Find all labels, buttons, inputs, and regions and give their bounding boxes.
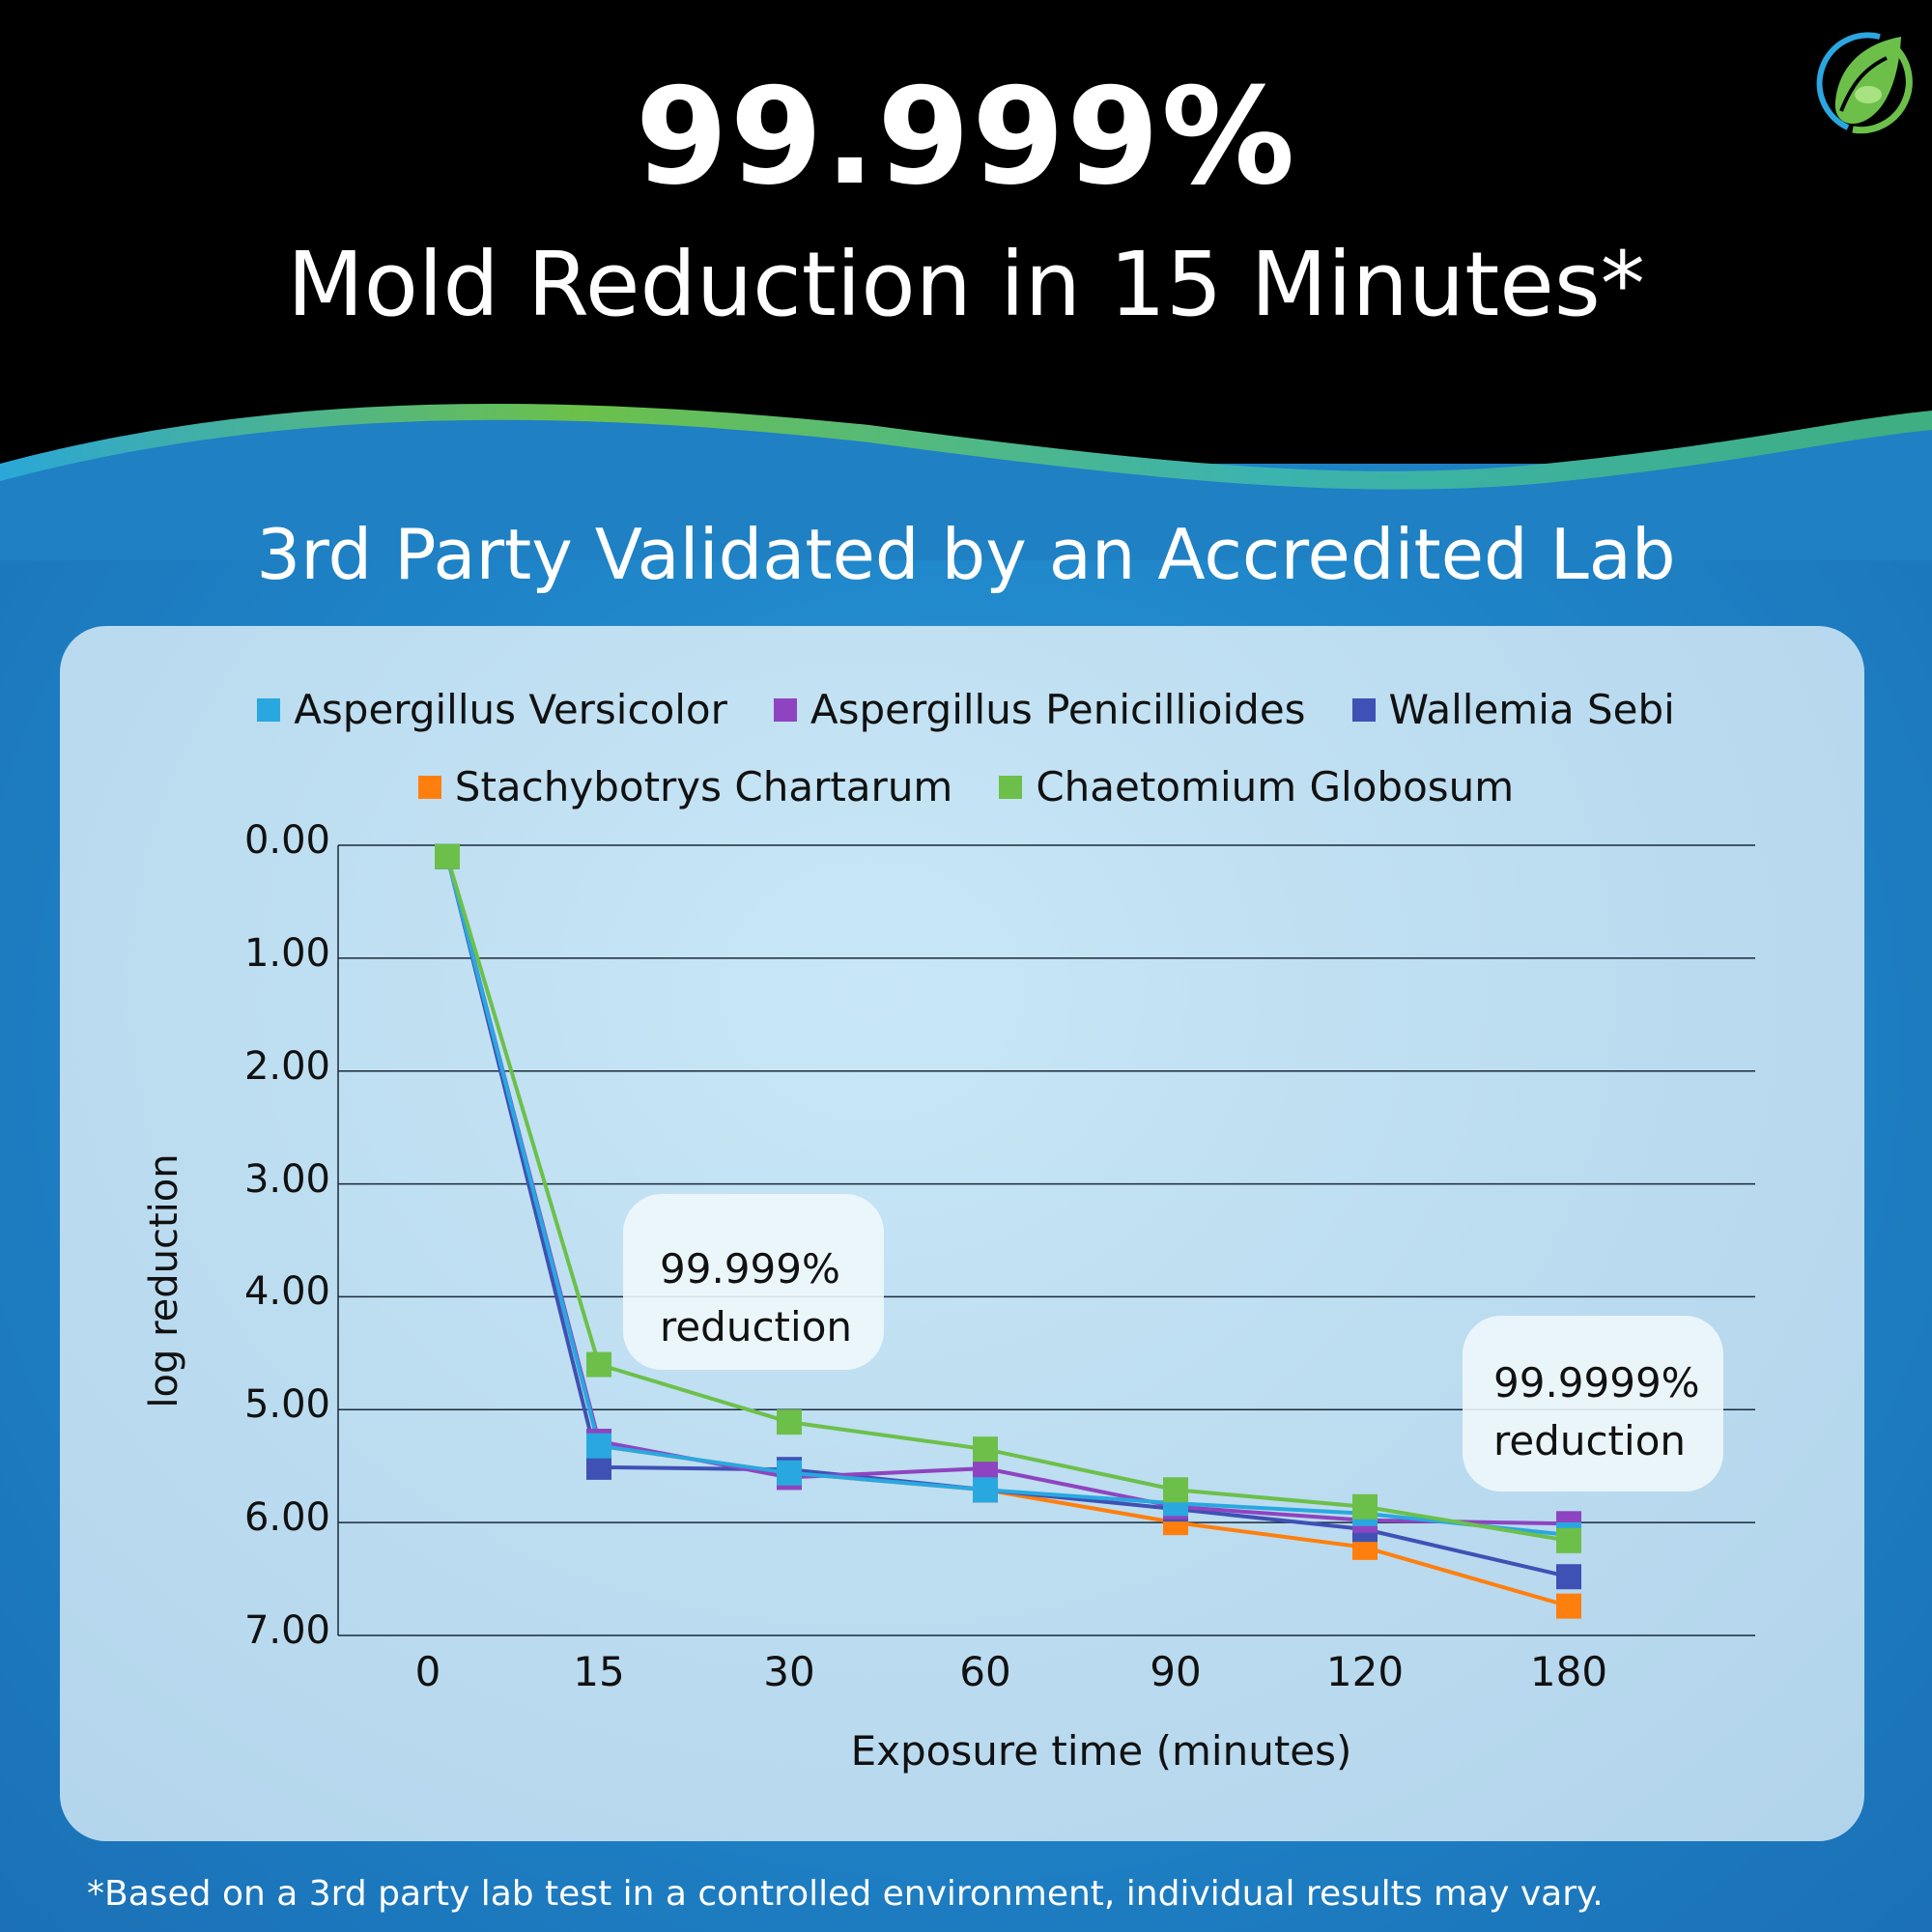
y-tick-label: 1.00 (243, 930, 330, 976)
legend-label: Aspergillus Penicillioides (810, 686, 1306, 733)
headline-percentage: 99.999% (635, 59, 1297, 214)
footnote: *Based on a 3rd party lab test in a cont… (87, 1874, 1604, 1914)
y-tick-label: 6.00 (243, 1495, 330, 1541)
callout-value: 99.9999% (1493, 1359, 1700, 1406)
y-tick-label: 0.00 (243, 818, 330, 863)
y-axis-label: log reduction (142, 1153, 186, 1408)
legend-swatch (1351, 697, 1376, 722)
x-tick-label: 60 (959, 1648, 1011, 1695)
x-tick-label: 120 (1325, 1648, 1405, 1695)
legend-row-2: Stachybotrys Chartarum Chaetomium Globos… (0, 763, 1932, 810)
legend-swatch (257, 697, 281, 722)
y-tick-label: 7.00 (243, 1608, 330, 1653)
x-tick-label: 0 (414, 1648, 441, 1695)
callout-value: 99.999% (660, 1245, 840, 1293)
x-tick-label: 15 (573, 1648, 625, 1695)
x-tick-label: 90 (1150, 1648, 1202, 1695)
legend-swatch (773, 697, 797, 722)
wave-divider (0, 403, 1932, 560)
legend-item-aspergillus-penicillioides: Aspergillus Penicillioides (773, 686, 1306, 733)
legend-swatch (999, 775, 1023, 799)
legend-swatch (417, 775, 441, 799)
callout-15min: 99.999% reduction (623, 1194, 884, 1370)
x-tick-label: 30 (763, 1648, 815, 1695)
subtitle: 3rd Party Validated by an Accredited Lab (256, 514, 1676, 595)
legend-item-aspergillus-versicolor: Aspergillus Versicolor (257, 686, 727, 733)
leaf-circle-logo-icon (1816, 32, 1913, 134)
y-tick-label: 3.00 (243, 1156, 330, 1202)
legend-item-chaetomium-globosum: Chaetomium Globosum (999, 763, 1514, 810)
legend-row-1: Aspergillus Versicolor Aspergillus Penic… (0, 686, 1932, 733)
x-axis-label: Exposure time (minutes) (850, 1727, 1352, 1775)
y-tick-label: 5.00 (243, 1382, 330, 1428)
callout-text: reduction (660, 1303, 853, 1350)
legend-label: Stachybotrys Chartarum (454, 763, 953, 810)
headline-subtext: Mold Reduction in 15 Minutes* (287, 233, 1645, 336)
x-tick-label: 180 (1529, 1648, 1608, 1695)
legend-item-stachybotrys-chartarum: Stachybotrys Chartarum (417, 763, 953, 810)
legend-item-wallemia-sebi: Wallemia Sebi (1351, 686, 1675, 733)
callout-180min: 99.9999% reduction (1463, 1316, 1723, 1492)
legend-label: Wallemia Sebi (1388, 686, 1675, 733)
y-tick-label: 2.00 (243, 1043, 330, 1089)
y-tick-label: 4.00 (243, 1269, 330, 1315)
legend-label: Chaetomium Globosum (1036, 763, 1515, 810)
legend-label: Aspergillus Versicolor (294, 686, 727, 733)
callout-text: reduction (1493, 1417, 1687, 1464)
